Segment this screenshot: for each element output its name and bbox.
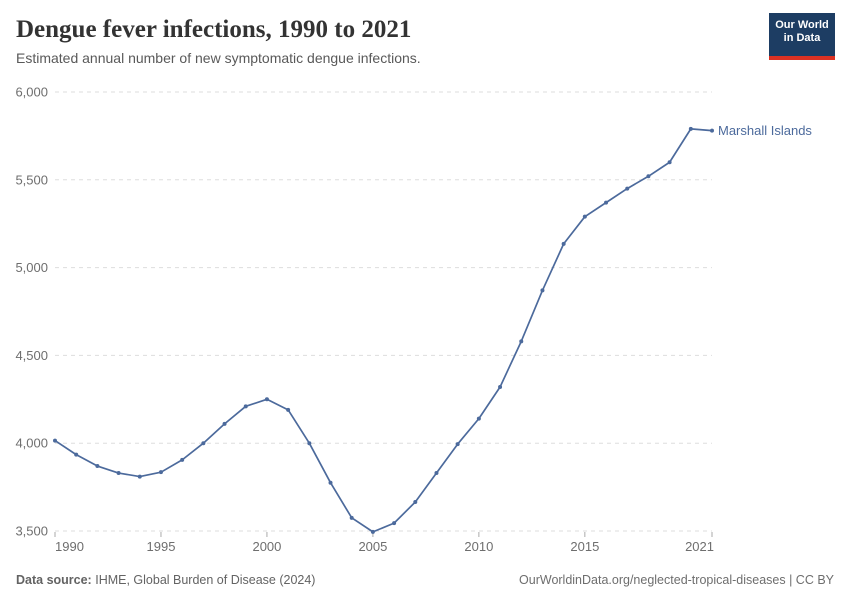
data-point[interactable] xyxy=(201,441,206,446)
data-point[interactable] xyxy=(392,521,397,526)
y-tick-label: 6,000 xyxy=(15,85,48,100)
x-tick-label: 2010 xyxy=(464,539,493,554)
data-point[interactable] xyxy=(222,421,227,426)
owid-logo[interactable]: Our World in Data xyxy=(769,13,835,60)
series-line[interactable] xyxy=(54,128,713,533)
data-point[interactable] xyxy=(286,407,291,412)
data-point[interactable] xyxy=(116,471,121,476)
data-point[interactable] xyxy=(710,128,714,133)
data-source-text: IHME, Global Burden of Disease (2024) xyxy=(95,573,316,587)
data-point[interactable] xyxy=(476,416,481,421)
data-point[interactable] xyxy=(688,126,693,131)
page-subtitle: Estimated annual number of new symptomat… xyxy=(16,50,421,66)
data-point[interactable] xyxy=(582,214,587,219)
y-tick-label: 4,500 xyxy=(15,348,48,363)
y-tick-label: 5,000 xyxy=(15,260,48,275)
credit-link[interactable]: OurWorldinData.org/neglected-tropical-di… xyxy=(519,573,834,587)
x-tick-label: 2005 xyxy=(358,539,387,554)
data-point[interactable] xyxy=(328,480,333,485)
data-point[interactable] xyxy=(95,464,100,469)
data-point[interactable] xyxy=(667,160,672,165)
data-source-label: Data source: xyxy=(16,573,92,587)
data-point[interactable] xyxy=(561,241,566,246)
data-point[interactable] xyxy=(604,200,609,205)
x-tick-label: 1995 xyxy=(147,539,176,554)
data-point[interactable] xyxy=(519,339,524,344)
chart-header: Dengue fever infections, 1990 to 2021 Es… xyxy=(16,14,750,67)
data-point[interactable] xyxy=(180,457,185,462)
data-point[interactable] xyxy=(540,288,545,293)
data-point[interactable] xyxy=(370,529,375,534)
data-point[interactable] xyxy=(264,397,269,402)
data-point[interactable] xyxy=(53,438,57,443)
data-point[interactable] xyxy=(158,470,163,475)
chart-footer: Data source: IHME, Global Burden of Dise… xyxy=(16,573,834,587)
data-point[interactable] xyxy=(349,515,354,520)
x-tick-label: 2000 xyxy=(252,539,281,554)
owid-logo-line2: in Data xyxy=(783,32,821,44)
data-point[interactable] xyxy=(243,404,248,409)
data-point[interactable] xyxy=(307,441,312,446)
page-title: Dengue fever infections, 1990 to 2021 xyxy=(16,16,412,43)
data-point[interactable] xyxy=(625,186,630,191)
data-source: Data source: IHME, Global Burden of Dise… xyxy=(16,573,315,587)
x-tick-label: 1990 xyxy=(55,539,84,554)
series-label-marshall-islands[interactable]: Marshall Islands xyxy=(718,123,812,139)
data-point[interactable] xyxy=(74,452,79,457)
y-tick-label: 4,000 xyxy=(15,436,48,451)
data-point[interactable] xyxy=(498,385,503,390)
owid-logo-line1: Our World xyxy=(775,19,829,31)
data-point[interactable] xyxy=(137,474,142,479)
y-tick-label: 5,500 xyxy=(15,172,48,187)
data-point[interactable] xyxy=(455,442,460,447)
data-point[interactable] xyxy=(646,174,651,179)
x-tick-label: 2021 xyxy=(685,539,714,554)
y-tick-label: 3,500 xyxy=(15,524,48,539)
data-point[interactable] xyxy=(434,471,439,476)
data-point[interactable] xyxy=(413,500,418,505)
x-tick-label: 2015 xyxy=(570,539,599,554)
